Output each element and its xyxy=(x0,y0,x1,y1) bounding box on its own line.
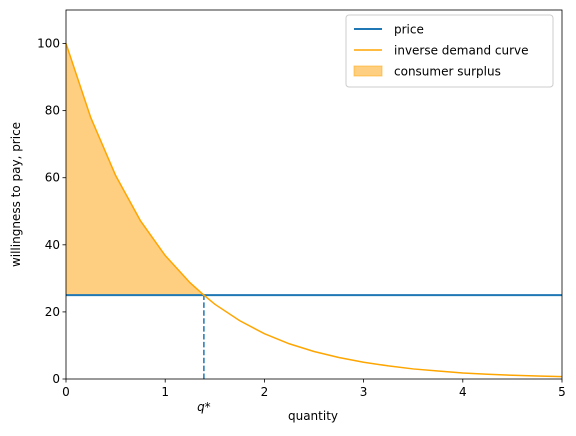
surplus-area xyxy=(66,43,204,296)
x-tick-label: 1 xyxy=(161,385,169,399)
legend-label: consumer surplus xyxy=(394,65,501,79)
y-tick-label: 60 xyxy=(45,171,60,185)
x-tick-label: 5 xyxy=(558,385,566,399)
plot-frame xyxy=(65,9,563,380)
legend-swatch xyxy=(353,65,383,77)
legend-box xyxy=(345,14,554,88)
qstar-label: q* xyxy=(197,400,211,414)
x-tick-label: 4 xyxy=(459,385,467,399)
series-line xyxy=(66,43,562,378)
legend: price inverse demand curve consumer surplu… xyxy=(345,14,554,88)
y-tick-label: 100 xyxy=(37,37,60,51)
legend-label: inverse demand curve xyxy=(394,44,529,58)
legend-label: price xyxy=(394,23,424,37)
x-tick-label: 3 xyxy=(360,385,368,399)
x-axis-label: quantity xyxy=(288,409,338,423)
x-tick-label: 0 xyxy=(62,385,70,399)
x-tick-label: 2 xyxy=(261,385,269,399)
y-tick-label: 80 xyxy=(45,104,60,118)
y-axis-label: willingness to pay, price xyxy=(9,122,23,267)
y-tick-label: 0 xyxy=(52,372,60,386)
y-tick-label: 20 xyxy=(45,305,60,319)
y-tick-label: 40 xyxy=(45,238,60,252)
